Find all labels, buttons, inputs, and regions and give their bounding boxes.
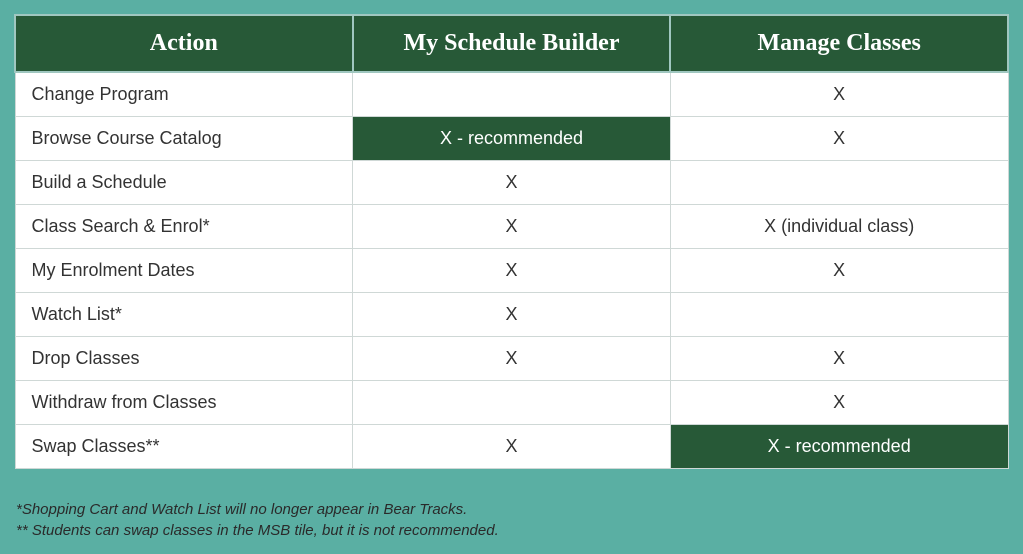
cell-action: Change Program <box>15 72 353 116</box>
cell-action: My Enrolment Dates <box>15 248 353 292</box>
cell-msb: X <box>353 292 671 336</box>
cell-action: Withdraw from Classes <box>15 380 353 424</box>
col-header-action: Action <box>15 15 353 72</box>
cell-mc <box>670 292 1008 336</box>
cell-action: Build a Schedule <box>15 160 353 204</box>
table-row: Swap Classes**XX - recommended <box>15 424 1008 468</box>
col-header-mc: Manage Classes <box>670 15 1008 72</box>
cell-msb <box>353 380 671 424</box>
cell-mc <box>670 160 1008 204</box>
cell-mc: X - recommended <box>670 424 1008 468</box>
table-row: Change Program X <box>15 72 1008 116</box>
cell-msb <box>353 72 671 116</box>
cell-msb: X <box>353 248 671 292</box>
comparison-table: Action My Schedule Builder Manage Classe… <box>14 14 1009 469</box>
cell-action: Browse Course Catalog <box>15 116 353 160</box>
table-row: Watch List*X <box>15 292 1008 336</box>
cell-msb: X <box>353 424 671 468</box>
table-container: Action My Schedule Builder Manage Classe… <box>0 0 1023 554</box>
table-row: Class Search & Enrol*XX (individual clas… <box>15 204 1008 248</box>
cell-msb: X <box>353 336 671 380</box>
footnote-1: *Shopping Cart and Watch List will no lo… <box>16 499 1007 521</box>
table-row: Browse Course CatalogX - recommendedX <box>15 116 1008 160</box>
table-row: Build a ScheduleX <box>15 160 1008 204</box>
footnotes: *Shopping Cart and Watch List will no lo… <box>14 499 1009 554</box>
cell-mc: X <box>670 72 1008 116</box>
cell-action: Swap Classes** <box>15 424 353 468</box>
table-row: Drop ClassesXX <box>15 336 1008 380</box>
table-body: Change ProgramXBrowse Course CatalogX - … <box>15 72 1008 468</box>
cell-action: Drop Classes <box>15 336 353 380</box>
table-row: Withdraw from Classes X <box>15 380 1008 424</box>
table-header-row: Action My Schedule Builder Manage Classe… <box>15 15 1008 72</box>
cell-mc: X <box>670 248 1008 292</box>
cell-msb: X <box>353 204 671 248</box>
cell-mc: X <box>670 336 1008 380</box>
table-row: My Enrolment DatesXX <box>15 248 1008 292</box>
cell-msb: X <box>353 160 671 204</box>
col-header-msb: My Schedule Builder <box>353 15 671 72</box>
cell-mc: X <box>670 116 1008 160</box>
cell-mc: X <box>670 380 1008 424</box>
cell-mc: X (individual class) <box>670 204 1008 248</box>
cell-action: Class Search & Enrol* <box>15 204 353 248</box>
cell-msb: X - recommended <box>353 116 671 160</box>
cell-action: Watch List* <box>15 292 353 336</box>
